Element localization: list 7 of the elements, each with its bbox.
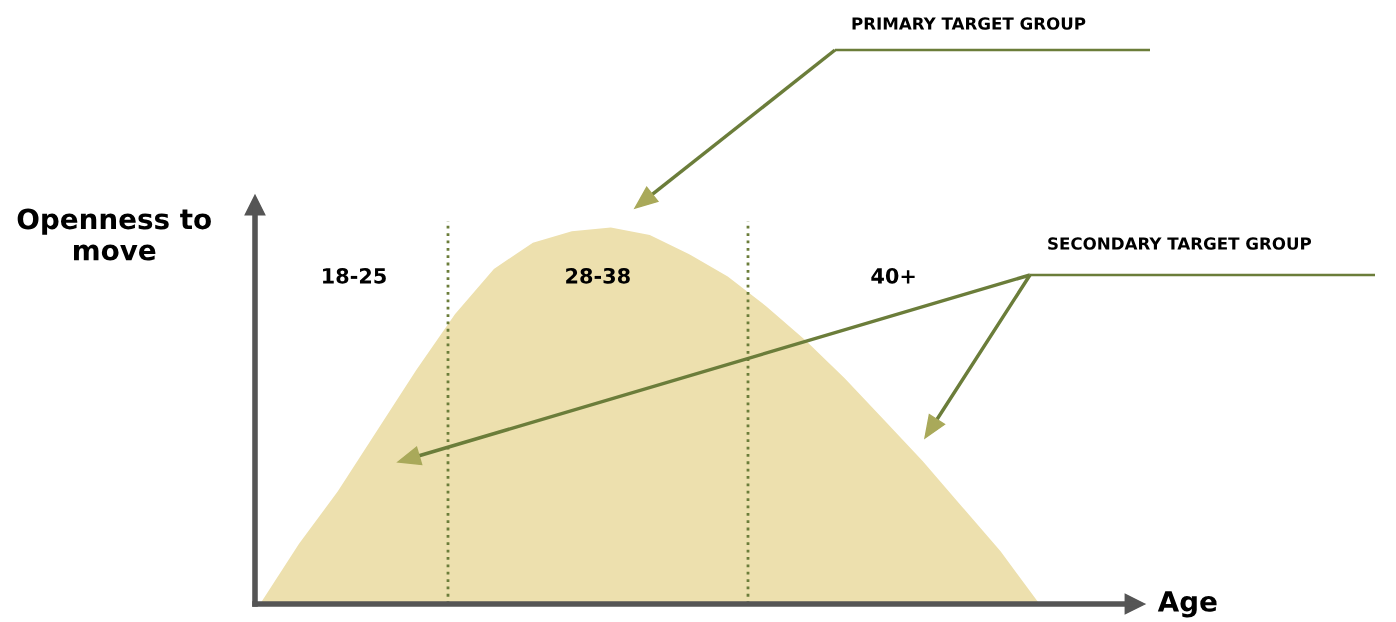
annotation: 40+: [871, 267, 915, 284]
annotation: 28-38: [566, 267, 630, 284]
annotation: SECONDARY TARGET GROUP: [1048, 237, 1312, 250]
text: PRIMARY TARGET GROUP: [852, 17, 1086, 30]
x-axis-title: Age: [1157, 591, 1217, 618]
y-axis-title: Openness to move: [17, 208, 211, 261]
annotation: 18-25: [323, 267, 386, 284]
